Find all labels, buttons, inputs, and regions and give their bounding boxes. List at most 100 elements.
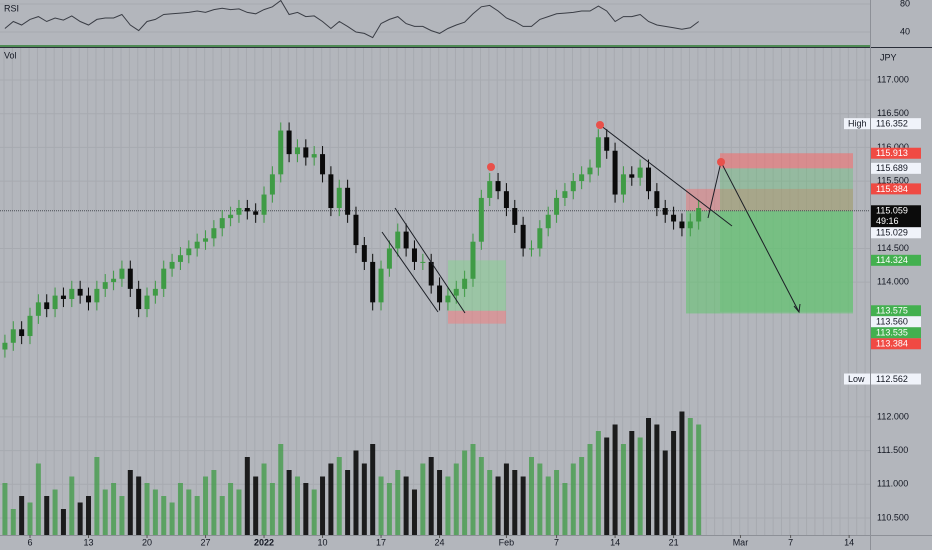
volume-bar <box>687 418 693 535</box>
y-tick-label: 117.000 <box>877 74 909 84</box>
volume-bar <box>420 463 426 535</box>
candle-body <box>579 174 585 182</box>
volume-bar <box>545 476 551 535</box>
candle-body <box>253 211 259 215</box>
volume-bar <box>27 502 33 535</box>
candle-body <box>177 255 183 262</box>
rsi-line <box>4 0 699 39</box>
axes: 117.000 116.500 116.000 115.500 114.500 114.0… <box>27 74 921 547</box>
x-tick-label: 10 <box>318 537 328 547</box>
volume-bar <box>294 476 300 535</box>
volume-bar <box>495 476 501 535</box>
candle-body <box>562 191 568 198</box>
peak-marker <box>596 121 604 129</box>
y-tick-label: 114.000 <box>877 277 909 287</box>
price-badge-label: 112.562 <box>876 374 908 384</box>
price-badge-label: 116.352 <box>876 119 908 129</box>
volume-bar <box>136 476 142 535</box>
volume-bar <box>445 476 451 535</box>
candle-body <box>629 174 635 178</box>
candle-body <box>378 268 384 303</box>
candle-body <box>294 147 300 155</box>
candle-body <box>228 214 234 219</box>
volume-bar <box>537 463 543 535</box>
price-badge <box>871 327 921 339</box>
price-badge-label: 113.560 <box>876 317 908 327</box>
volume-bar <box>411 489 417 535</box>
positions <box>0 153 870 324</box>
candle-body <box>554 197 560 215</box>
channel-line <box>394 207 466 314</box>
volume-label: Vol <box>4 50 17 60</box>
volume-bar <box>52 489 58 535</box>
candle-body <box>236 208 242 215</box>
volume-bar <box>345 470 351 535</box>
candle-body <box>495 181 501 192</box>
candle-body <box>286 130 292 155</box>
price-badge-timer: 49:16 <box>876 216 899 226</box>
candle-body <box>77 288 83 296</box>
candle-body <box>303 147 309 158</box>
volume-bar <box>152 489 158 535</box>
price-badge-label: 113.535 <box>876 328 908 338</box>
candle-body <box>44 302 50 310</box>
candle-body <box>336 187 342 209</box>
candle-body <box>386 248 392 269</box>
volume-bar <box>696 424 702 535</box>
candle-body <box>320 154 326 175</box>
candle-body <box>219 218 225 229</box>
candle-body <box>169 261 175 269</box>
price-badge <box>871 147 921 159</box>
volume-bar <box>604 437 610 535</box>
price-badge <box>871 373 921 385</box>
candle-body <box>604 137 610 151</box>
y-tick-label: 115.500 <box>877 175 909 185</box>
x-tick-label: 7 <box>788 537 793 547</box>
volume-bar <box>679 411 685 535</box>
candle-body <box>345 187 351 215</box>
candle-body <box>19 329 25 337</box>
candle-body <box>520 224 526 249</box>
volume-bar <box>253 476 259 535</box>
candle-body <box>269 174 275 195</box>
volume-bar <box>570 463 576 535</box>
y-tick-label: 111.500 <box>877 445 908 455</box>
candle-body <box>570 181 576 192</box>
price-badge-label: 115.384 <box>876 184 908 194</box>
volume-bar <box>177 483 183 535</box>
price-tag: High <box>848 119 867 129</box>
volume-bar <box>378 476 384 535</box>
volume-bar <box>269 483 275 535</box>
volume-bar <box>662 450 668 535</box>
volume-bar <box>203 476 209 535</box>
candle-body <box>186 248 192 256</box>
price-badge <box>871 338 921 350</box>
x-tick-label: 14 <box>610 537 620 547</box>
candle-body <box>462 278 468 289</box>
volume-bar <box>528 457 534 535</box>
x-tick-label: 20 <box>142 537 152 547</box>
price-badge-label: 113.575 <box>876 306 908 316</box>
candle-body <box>35 302 41 316</box>
volume-bar <box>303 483 309 535</box>
rsi-label: RSI <box>4 3 19 13</box>
y-tick-label: 116.000 <box>877 142 909 152</box>
x-tick-label: 2022 <box>254 537 274 547</box>
candle-body <box>671 214 677 222</box>
candle-body <box>136 288 142 310</box>
candle-body <box>620 174 626 195</box>
volume-bar <box>44 496 50 535</box>
volume-bar <box>453 463 459 535</box>
volume-bar <box>144 483 150 535</box>
volume-bar <box>637 437 643 535</box>
y-tick-label: 112.000 <box>877 411 909 421</box>
volume-bar <box>169 502 175 535</box>
price-badge-label: 115.689 <box>876 163 908 173</box>
volume-bar <box>587 444 593 535</box>
candle-body <box>361 245 367 262</box>
x-tick-label: 7 <box>554 537 559 547</box>
volume-bar <box>654 424 660 535</box>
volume-bar <box>119 496 125 535</box>
candle-body <box>595 137 601 168</box>
